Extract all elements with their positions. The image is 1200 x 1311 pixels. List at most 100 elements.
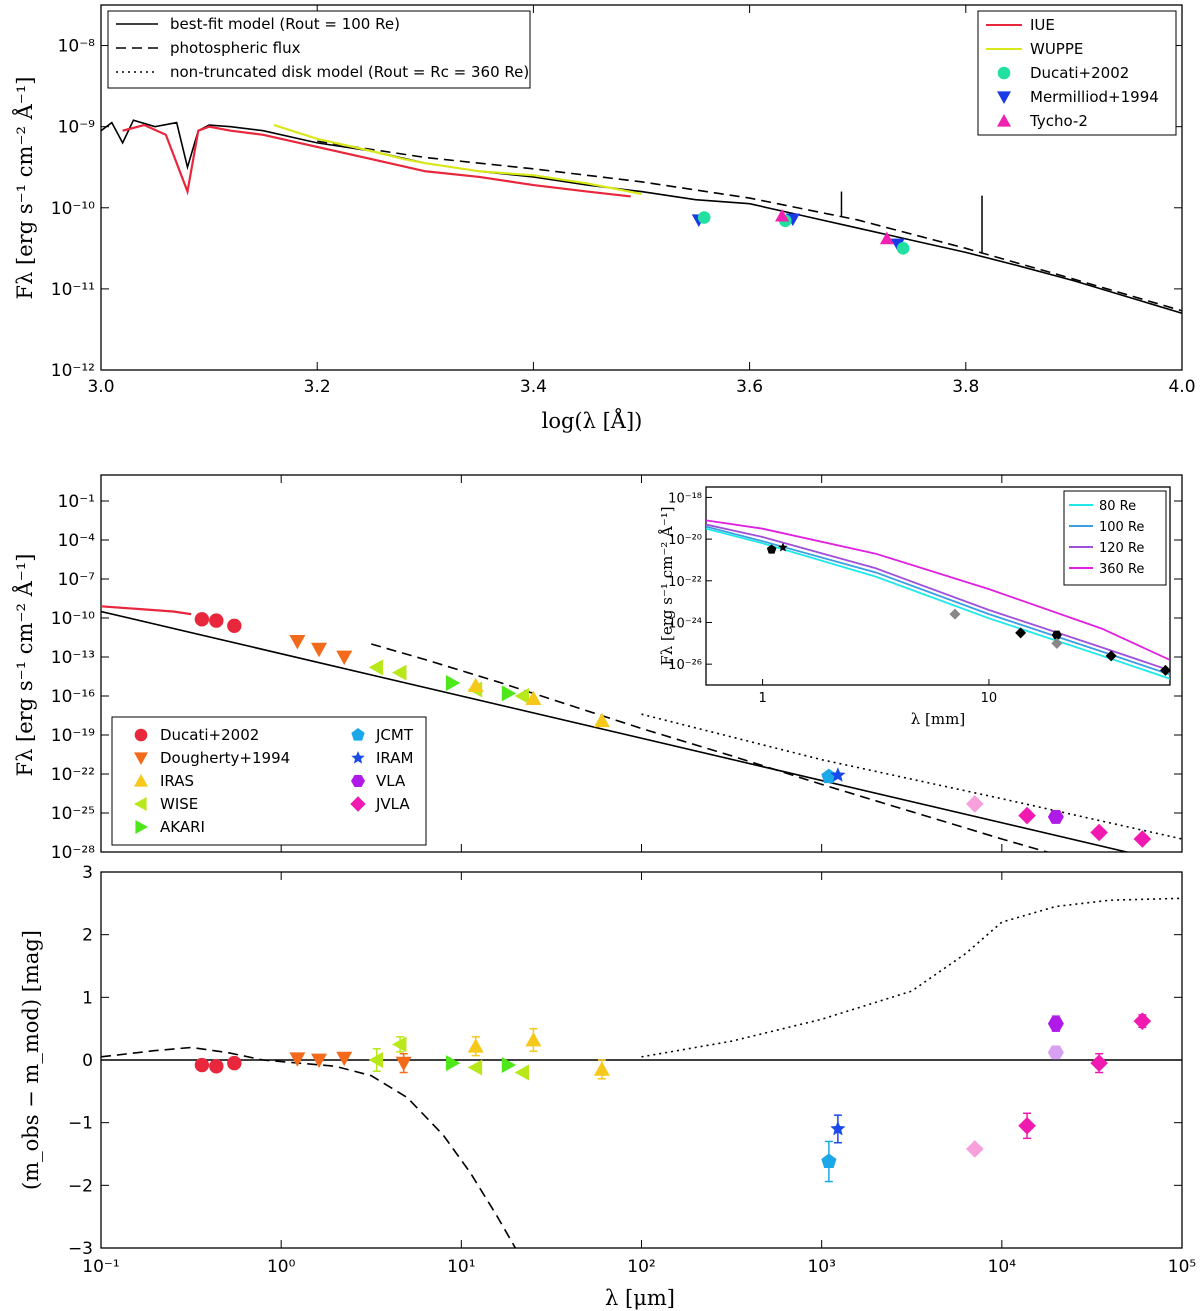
inset-data-point xyxy=(1015,627,1027,639)
top-legend-right-label: WUPPE xyxy=(1030,40,1083,58)
inset-data-point xyxy=(778,542,788,552)
middle-legend-label: WISE xyxy=(160,795,198,813)
bottom-x-tick-label: 10⁰ xyxy=(267,1257,296,1277)
middle-data-point xyxy=(830,767,846,782)
middle-data-point xyxy=(966,795,984,813)
top-data-point xyxy=(697,211,711,224)
middle-y-tick-label: 10⁻¹ xyxy=(58,492,95,512)
top-data-point xyxy=(896,242,910,255)
middle-data-point xyxy=(514,688,529,704)
middle-data-point xyxy=(1047,809,1064,824)
middle-data-point xyxy=(1133,830,1152,848)
top-legend-right-label: Tycho-2 xyxy=(1029,112,1088,130)
top-legend-right-label: Mermilliod+1994 xyxy=(1030,88,1159,106)
top-legend-left-box xyxy=(107,10,531,89)
inset-legend-label: 80 Re xyxy=(1099,499,1136,514)
middle-data-point xyxy=(209,613,224,628)
middle-y-tick-label: 10⁻¹³ xyxy=(51,648,95,668)
bottom-data-point xyxy=(445,1055,461,1072)
inset-panel: 10⁻²⁶ 10⁻²⁴ 10⁻²² 10⁻²⁰ 10⁻¹⁸ 1 10 λ [mm] Fλ [er… xyxy=(658,486,1171,728)
top-x-tick-label: 4.0 xyxy=(1168,377,1195,397)
top-y-tick-label: 10⁻¹⁰ xyxy=(51,199,95,219)
bottom-y-tick-label: 2 xyxy=(82,926,93,946)
middle-series-line xyxy=(101,610,1131,852)
middle-legend-label: VLA xyxy=(376,772,406,790)
middle-data-point xyxy=(593,712,610,728)
middle-data-point xyxy=(289,635,306,650)
middle-legend-label: AKARI xyxy=(160,818,205,836)
bottom-data-point xyxy=(1133,1012,1152,1030)
top-x-tick-label: 3.2 xyxy=(304,377,331,397)
top-data-point xyxy=(879,231,894,245)
bottom-data-point xyxy=(514,1064,529,1081)
middle-legend-swatch xyxy=(135,820,148,834)
middle-y-axis-label: Fλ [erg s⁻¹ cm⁻² Å⁻¹] xyxy=(12,553,37,776)
bottom-x-tick-label: 10⁻¹ xyxy=(82,1257,119,1277)
middle-legend-swatch xyxy=(350,796,366,812)
top-series-line xyxy=(317,140,1183,312)
middle-series-line xyxy=(641,713,1182,840)
bottom-data-point xyxy=(1018,1117,1036,1135)
middle-series-group xyxy=(101,605,1182,852)
middle-legend-label: JCMT xyxy=(375,726,414,744)
inset-data-point xyxy=(766,544,777,554)
middle-legend-swatch xyxy=(351,774,365,788)
inset-legend-box xyxy=(1063,490,1167,586)
middle-legend-label: IRAS xyxy=(160,772,194,790)
top-legend-right-box xyxy=(977,10,1177,136)
middle-data-point xyxy=(1090,823,1108,842)
middle-y-tick-label: 10⁻²⁵ xyxy=(51,804,95,824)
top-legend-left-label: photospheric flux xyxy=(170,39,301,57)
middle-legend-label: Dougherty+1994 xyxy=(160,749,290,767)
bottom-data-point xyxy=(395,1056,412,1072)
bottom-x-axis-label: λ [μm] xyxy=(605,1286,675,1310)
bottom-x-tick-label: 10³ xyxy=(807,1257,835,1277)
middle-y-tick-label: 10⁻²² xyxy=(51,765,95,785)
middle-legend-label: IRAM xyxy=(376,749,413,767)
middle-legend-label: JVLA xyxy=(375,795,410,813)
bottom-data-point xyxy=(821,1153,837,1168)
top-legend-left-label: best-fit model (Rout = 100 Re) xyxy=(170,15,400,33)
middle-y-tick-label: 10⁻⁷ xyxy=(58,570,96,590)
middle-legend-swatch xyxy=(134,752,148,765)
inset-series-line xyxy=(706,519,1170,661)
top-x-tick-label: 3.6 xyxy=(736,377,763,397)
top-series-line xyxy=(273,123,642,196)
top-y-tick-label: 10⁻⁸ xyxy=(58,37,96,57)
bottom-series-group xyxy=(101,897,1182,1248)
bottom-y-tick-label: −2 xyxy=(68,1176,93,1196)
top-panel: 3.0 3.2 3.4 3.6 3.8 4.0 10⁻¹² 10⁻¹¹ 10⁻¹⁰ 10⁻⁹ 10⁻… xyxy=(12,4,1196,433)
bottom-x-tick-label: 10¹ xyxy=(447,1257,475,1277)
top-y-axis-label: Fλ [erg s⁻¹ cm⁻² Å⁻¹] xyxy=(12,76,37,299)
middle-legend-label: Ducati+2002 xyxy=(160,726,259,744)
bottom-data-point xyxy=(467,1059,483,1076)
middle-legend-swatch xyxy=(351,728,365,741)
inset-series-line xyxy=(706,523,1170,672)
bottom-data-point xyxy=(1047,1045,1064,1060)
middle-data-point xyxy=(194,612,210,627)
middle-y-tick-label: 10⁻⁴ xyxy=(58,531,96,551)
inset-data-point xyxy=(1051,637,1063,649)
bottom-data-point xyxy=(593,1061,610,1076)
bottom-x-tick-label: 10⁵ xyxy=(1168,1257,1196,1277)
inset-data-point xyxy=(1159,664,1171,676)
bottom-y-axis-label: (m_obs − m_mod) [mag] xyxy=(19,930,43,1190)
bottom-y-tick-label: 0 xyxy=(82,1051,93,1071)
middle-data-point xyxy=(445,675,461,691)
middle-legend-swatch xyxy=(134,728,148,742)
middle-y-tick-label: 10⁻¹⁰ xyxy=(51,609,95,629)
top-legend-right-label: Ducati+2002 xyxy=(1030,64,1129,82)
bottom-data-point xyxy=(194,1057,210,1073)
middle-series-line xyxy=(371,643,1050,852)
middle-data-point xyxy=(467,677,484,692)
middle-legend-swatch xyxy=(134,797,147,811)
inset-y-tick-label: 10⁻²² xyxy=(668,575,702,590)
bottom-data-point xyxy=(1090,1054,1108,1072)
bottom-y-tick-label: −1 xyxy=(68,1114,93,1134)
middle-data-point xyxy=(821,768,837,784)
bottom-data-point xyxy=(368,1052,384,1068)
middle-y-tick-label: 10⁻²⁸ xyxy=(51,843,95,863)
inset-legend-label: 360 Re xyxy=(1099,562,1144,577)
top-x-tick-label: 3.4 xyxy=(520,377,547,397)
